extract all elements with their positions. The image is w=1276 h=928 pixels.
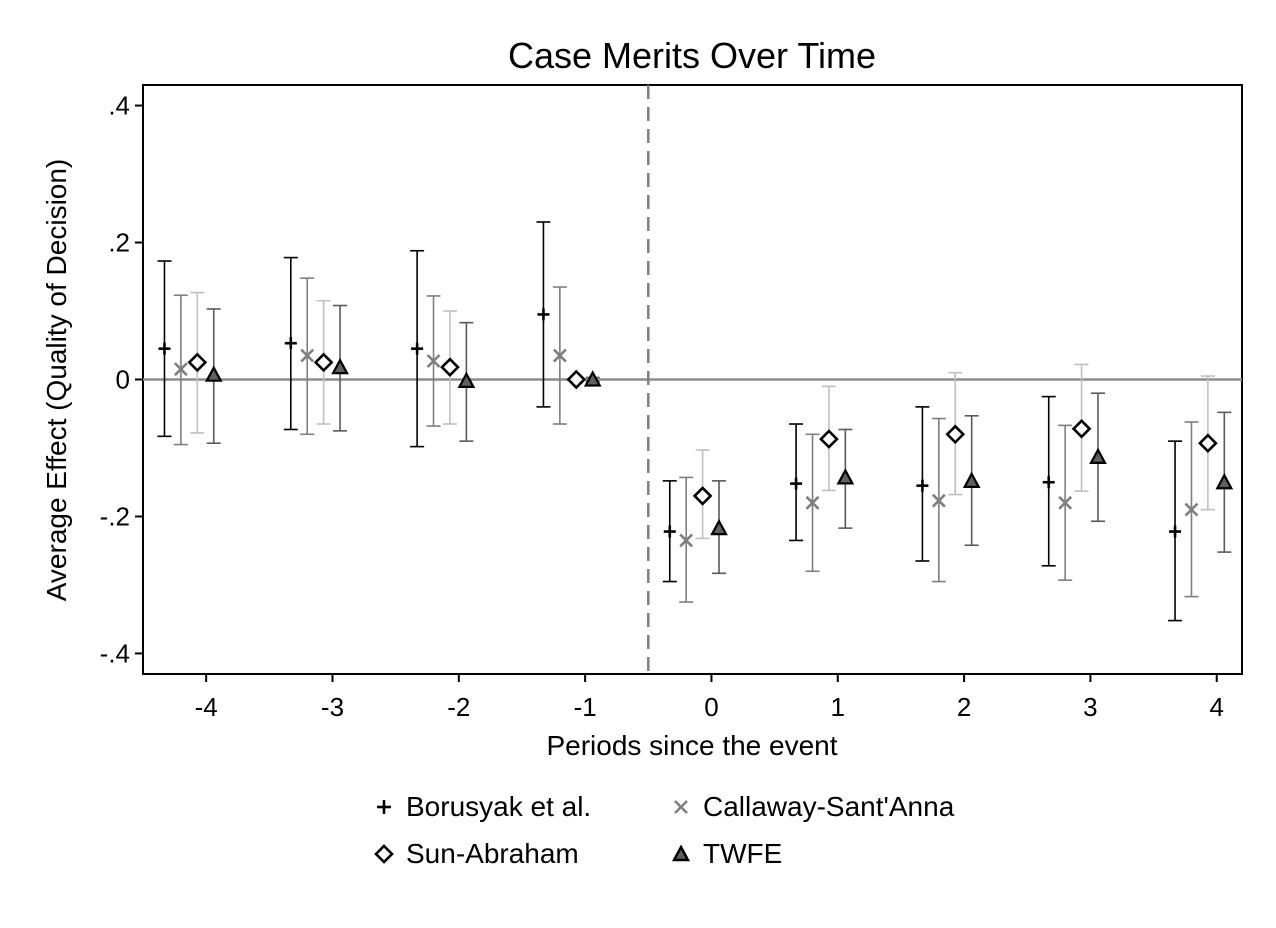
point-stroke [679, 533, 694, 548]
legend-item-callaway: Callaway-Sant'Anna [667, 790, 954, 824]
x-tick-label: 3 [1083, 692, 1097, 722]
point-twfe [1089, 447, 1107, 464]
point-stroke [931, 493, 946, 508]
point-callaway [1184, 502, 1199, 517]
chart-title: Case Merits Over Time [508, 35, 876, 76]
point-borusyak [284, 337, 297, 350]
point-callaway [552, 348, 567, 363]
point-borusyak [411, 342, 424, 355]
x-tick-label: -2 [447, 692, 470, 722]
point-twfe [331, 357, 349, 375]
legend-item-sun-abraham: Sun-Abraham [370, 837, 579, 871]
y-tick-label: 0 [116, 365, 130, 395]
point-borusyak [158, 342, 171, 355]
x-tick-label: 1 [831, 692, 845, 722]
point-callaway [300, 348, 315, 363]
plus-marker-icon [377, 800, 391, 814]
x-tick-label: 2 [957, 692, 971, 722]
point-sun-abraham [1071, 418, 1092, 439]
point-borusyak [1042, 476, 1055, 489]
legend-label: Borusyak et al. [406, 791, 592, 822]
legend-label: Callaway-Sant'Anna [703, 791, 955, 822]
point-stroke [300, 348, 315, 363]
point-callaway [1058, 495, 1073, 510]
point-callaway [679, 533, 694, 548]
point-borusyak [916, 479, 929, 492]
y-tick-label: -.2 [100, 501, 130, 531]
point-stroke [552, 348, 567, 363]
point-borusyak [1169, 525, 1182, 538]
point-stroke [173, 362, 188, 377]
point-stroke [426, 354, 441, 368]
legend-item-twfe: TWFE [667, 837, 782, 871]
axes: -.4 -.2 0 .2 .4 -4 -3 -2 -1 0 1 2 3 4 [100, 91, 1224, 722]
point-borusyak [790, 477, 803, 490]
y-axis-label: Average Effect (Quality of Decision) [41, 159, 72, 602]
legend-item-borusyak: Borusyak et al. [370, 790, 591, 824]
point-sun-abraham [440, 357, 460, 378]
x-tick-label: -3 [321, 692, 344, 722]
y-tick-label: .2 [108, 228, 130, 258]
point-sun-abraham [945, 424, 966, 445]
point-stroke [1184, 502, 1199, 517]
point-sun-abraham [692, 486, 713, 506]
x-tick-label: -1 [574, 692, 597, 722]
point-twfe [962, 471, 981, 488]
legend-label: Sun-Abraham [406, 838, 579, 869]
point-sun-abraham [187, 352, 208, 373]
point-callaway [805, 495, 820, 510]
point-twfe [710, 518, 728, 536]
reference-lines [143, 85, 1242, 674]
data-marks [157, 221, 1234, 622]
point-callaway [426, 354, 441, 368]
diamond-marker-icon [374, 844, 394, 864]
x-tick-label: 4 [1210, 692, 1224, 722]
point-callaway [931, 493, 946, 508]
point-stroke [805, 495, 820, 510]
point-twfe [836, 468, 855, 485]
point-sun-abraham [819, 429, 839, 449]
point-sun-abraham [1198, 433, 1218, 454]
point-sun-abraham [313, 352, 334, 373]
x-tick-label: 0 [704, 692, 718, 722]
point-twfe [204, 365, 223, 382]
x-axis-label: Periods since the event [546, 730, 837, 761]
triangle-marker-icon [671, 844, 691, 862]
legend: Borusyak et al. Callaway-Sant'Anna Sun-A… [370, 790, 1030, 880]
point-borusyak [663, 525, 676, 538]
y-tick-label: .4 [108, 91, 130, 121]
point-twfe [583, 370, 602, 387]
point-sun-abraham [566, 369, 587, 390]
x-marker-icon [674, 800, 688, 814]
point-twfe [1215, 472, 1234, 490]
y-tick-label: -.4 [100, 638, 130, 668]
point-borusyak [537, 308, 550, 321]
point-callaway [173, 362, 188, 377]
x-tick-label: -4 [195, 692, 218, 722]
point-stroke [1058, 495, 1073, 510]
legend-label: TWFE [703, 838, 783, 869]
point-twfe [457, 371, 476, 388]
